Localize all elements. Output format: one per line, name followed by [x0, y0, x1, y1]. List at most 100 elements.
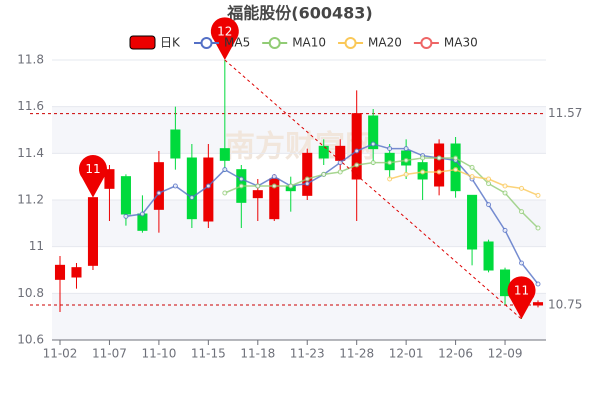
ma-point: [288, 183, 294, 189]
x-tick-label: 11-02: [43, 347, 78, 361]
marker-pin: [210, 17, 239, 61]
ma-point: [139, 211, 145, 217]
ma-point: [403, 146, 409, 152]
plot-band: [52, 293, 546, 340]
legend-swatch: [129, 35, 156, 50]
candle-body: [483, 241, 494, 271]
candle-body: [203, 157, 214, 222]
legend-dot: [200, 37, 213, 49]
y-tick-label: 11.6: [17, 99, 44, 113]
ma-point: [337, 169, 343, 175]
chart-title: 福能股份(600483): [226, 4, 372, 23]
ma-point: [486, 181, 492, 187]
candle-body: [351, 113, 362, 180]
legend-label: MA30: [444, 36, 478, 50]
ma-line: [389, 168, 539, 197]
marker-label: 12: [217, 25, 232, 39]
ma-point: [189, 195, 195, 201]
x-tick-label: 11-07: [92, 347, 127, 361]
ma-point: [420, 169, 426, 175]
legend-label: MA5: [224, 36, 250, 50]
ma-point: [370, 141, 376, 147]
ma-point: [535, 225, 541, 231]
x-tick-label: 11-10: [141, 347, 176, 361]
legend-label: MA10: [292, 36, 326, 50]
marker: 11: [507, 276, 536, 319]
y-tick-label: 10.8: [17, 286, 44, 300]
marker-label: 11: [514, 284, 529, 298]
ma-point: [123, 213, 129, 219]
ma-point: [436, 169, 442, 175]
ma-point: [255, 183, 261, 189]
ma-point: [519, 209, 525, 215]
plot-band: [52, 200, 546, 247]
ma-point: [387, 160, 393, 166]
legend-dot: [420, 37, 433, 49]
candle-body: [500, 269, 511, 297]
ma-point: [535, 192, 541, 198]
x-tick-label: 12-09: [488, 347, 523, 361]
candle-body: [335, 145, 346, 161]
ma-point: [271, 174, 277, 180]
marker-label: 11: [85, 162, 100, 176]
candle-body: [368, 115, 379, 150]
candle-body: [219, 148, 230, 161]
ma-point: [502, 183, 508, 189]
y-tick-label: 11.2: [17, 193, 44, 207]
x-tick-label: 11-18: [240, 347, 275, 361]
candle-body: [153, 162, 164, 210]
legend-dot: [344, 37, 357, 49]
ma-point: [172, 183, 178, 189]
ma-point: [403, 171, 409, 177]
legend-dot: [268, 37, 281, 49]
ma-point: [354, 148, 360, 154]
ma-point: [337, 160, 343, 166]
ma-line: [224, 157, 539, 229]
ma-point: [486, 176, 492, 182]
marker: 11: [78, 155, 107, 198]
x-tick-label: 11-23: [290, 347, 325, 361]
ma-point: [469, 174, 475, 180]
reference-label: 10.75: [548, 298, 582, 312]
ma-point: [222, 167, 228, 173]
ma-point: [222, 190, 228, 196]
candle-body: [54, 264, 66, 280]
ma-point: [453, 155, 459, 161]
ma-point: [436, 155, 442, 161]
candle-body: [170, 129, 181, 159]
x-tick-label: 12-06: [438, 347, 473, 361]
candle-body: [318, 145, 329, 159]
x-tick-label: 12-01: [389, 347, 424, 361]
ma-point: [387, 176, 393, 182]
ma-point: [321, 171, 327, 177]
ma-point: [304, 176, 310, 182]
candle-body: [532, 302, 544, 306]
ma-point: [519, 260, 525, 266]
ma-point: [502, 227, 508, 233]
marker-pin: [78, 155, 107, 198]
ma-point: [535, 281, 541, 287]
x-tick-label: 11-15: [191, 347, 226, 361]
ma-point: [502, 190, 508, 196]
candle-body: [104, 169, 115, 189]
ma-point: [403, 157, 409, 163]
candle-body: [120, 176, 131, 215]
x-tick-label: 11-28: [339, 347, 374, 361]
ma-point: [354, 162, 360, 168]
ma-point: [156, 190, 162, 196]
ma-point: [205, 183, 211, 189]
ma-point: [370, 160, 376, 166]
candle-body: [302, 152, 313, 196]
ma-point: [238, 176, 244, 182]
marker: 12: [210, 17, 239, 61]
ma-point: [486, 202, 492, 208]
y-tick-label: 11.8: [17, 53, 44, 67]
ma-point: [304, 181, 310, 187]
plot-band: [52, 106, 546, 154]
reference-label: 11.57: [548, 106, 582, 120]
candle-body: [252, 190, 263, 199]
legend-label: 日K: [160, 36, 181, 50]
marker-pin: [507, 276, 536, 319]
candle-body: [186, 157, 197, 220]
